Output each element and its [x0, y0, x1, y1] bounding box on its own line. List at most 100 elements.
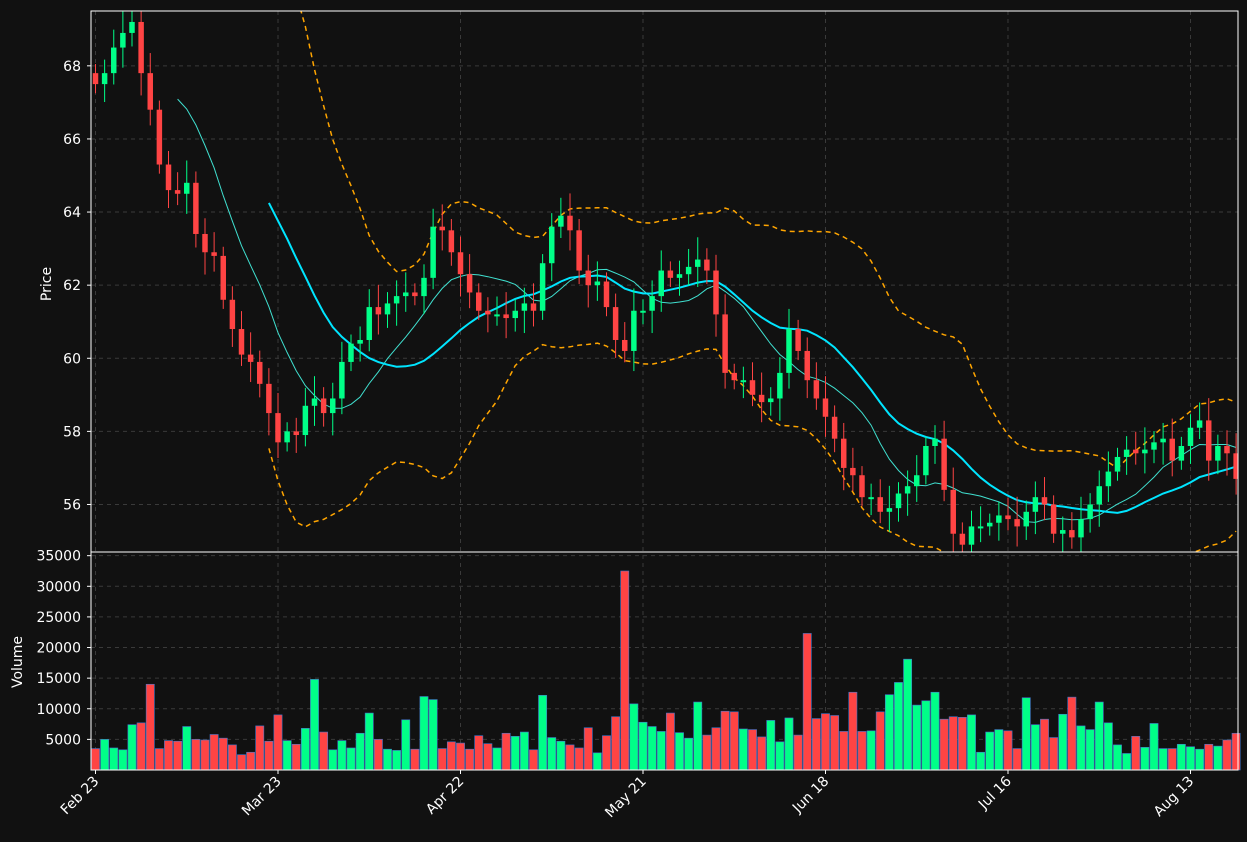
- candle: [138, 11, 144, 96]
- candle: [521, 287, 528, 334]
- candle-body: [138, 21, 144, 74]
- candle: [731, 363, 737, 390]
- volume-bar: [693, 701, 703, 771]
- volume-bar: [1113, 744, 1122, 771]
- candle-body: [439, 226, 445, 231]
- candle-body: [868, 497, 874, 500]
- volume-bar: [656, 731, 666, 771]
- candle: [393, 280, 400, 326]
- volume-bar: [255, 725, 265, 771]
- candle: [1041, 477, 1048, 521]
- candle-body: [549, 226, 555, 264]
- candle: [640, 299, 646, 325]
- candle: [567, 193, 573, 251]
- candle-body: [612, 307, 619, 340]
- candle: [895, 482, 902, 522]
- candle: [576, 218, 582, 285]
- volume-bar: [565, 744, 575, 771]
- candle-body: [1060, 530, 1066, 534]
- volume-bar: [273, 714, 283, 771]
- candle-body: [430, 226, 436, 278]
- candle: [558, 197, 564, 239]
- candle: [1123, 436, 1130, 475]
- volume-bar: [300, 728, 310, 771]
- candle: [822, 376, 829, 437]
- volume-bar: [1021, 697, 1031, 771]
- volume-bar: [392, 750, 402, 771]
- candle: [485, 297, 491, 333]
- volume-bar: [665, 712, 675, 771]
- candle: [293, 417, 299, 453]
- candle-body: [1069, 530, 1075, 538]
- candle-body: [1050, 504, 1057, 534]
- candle-body: [165, 164, 172, 191]
- candle: [1224, 430, 1230, 476]
- candle-body: [658, 270, 664, 297]
- volume-bar: [337, 740, 347, 771]
- candle: [403, 272, 409, 312]
- candle-body: [1041, 497, 1048, 505]
- candle: [1215, 434, 1221, 475]
- slow-ma-line: [268, 202, 1237, 514]
- candle-body: [421, 277, 427, 297]
- volume-bar: [811, 718, 821, 771]
- volume-bar: [538, 694, 548, 771]
- volume-bar: [930, 691, 940, 771]
- candle-body: [448, 230, 455, 253]
- candle-body: [731, 372, 737, 381]
- volume-bar: [227, 744, 237, 771]
- candle: [1078, 496, 1084, 552]
- candle-body: [247, 354, 254, 362]
- volume-bar: [1140, 747, 1150, 771]
- candle: [768, 387, 774, 416]
- candle: [384, 292, 391, 328]
- candle-body: [494, 314, 500, 317]
- candle: [786, 308, 792, 389]
- volume-bar: [1222, 739, 1232, 771]
- volume-bar: [419, 696, 429, 771]
- candle: [457, 236, 464, 297]
- panel-frames: [90, 10, 1239, 771]
- candle-body: [603, 281, 610, 308]
- candle: [375, 284, 382, 335]
- candle: [184, 160, 190, 214]
- candle-body: [558, 215, 564, 227]
- candle: [914, 455, 920, 502]
- candle-body: [640, 310, 646, 313]
- volume-bar: [1094, 701, 1104, 771]
- candle: [238, 311, 245, 366]
- volume-bar: [264, 740, 274, 771]
- candle-body: [1187, 427, 1194, 446]
- candle: [165, 151, 172, 209]
- candle: [448, 218, 455, 266]
- candle-body: [211, 252, 217, 256]
- candle-body: [1078, 519, 1084, 538]
- volume-bar: [282, 740, 292, 771]
- volume-bar: [1067, 696, 1077, 771]
- volume-bar: [547, 737, 557, 771]
- candle: [412, 283, 418, 306]
- candle-body: [722, 314, 728, 373]
- candle: [147, 53, 153, 126]
- volume-bar: [1167, 748, 1177, 771]
- volume-bar: [118, 749, 128, 771]
- volume-tick-label: 10000: [36, 702, 81, 718]
- volume-bar: [830, 715, 840, 771]
- candle: [421, 264, 427, 315]
- price-tick-label: 64: [63, 205, 81, 221]
- volume-bar: [629, 703, 639, 771]
- volume-bar: [164, 740, 173, 771]
- volume-bar: [702, 734, 712, 771]
- candle-body: [886, 508, 893, 512]
- candle-body: [786, 329, 792, 373]
- volume-bar: [364, 712, 374, 771]
- candle: [1187, 414, 1194, 464]
- candle: [1105, 451, 1112, 502]
- fast-ma-line: [177, 98, 1237, 523]
- candle: [275, 392, 281, 459]
- volume-bar: [638, 721, 648, 771]
- volume-bar: [1058, 713, 1068, 771]
- candle-body: [676, 274, 683, 278]
- candle: [202, 218, 208, 275]
- volume-bar: [1103, 722, 1113, 771]
